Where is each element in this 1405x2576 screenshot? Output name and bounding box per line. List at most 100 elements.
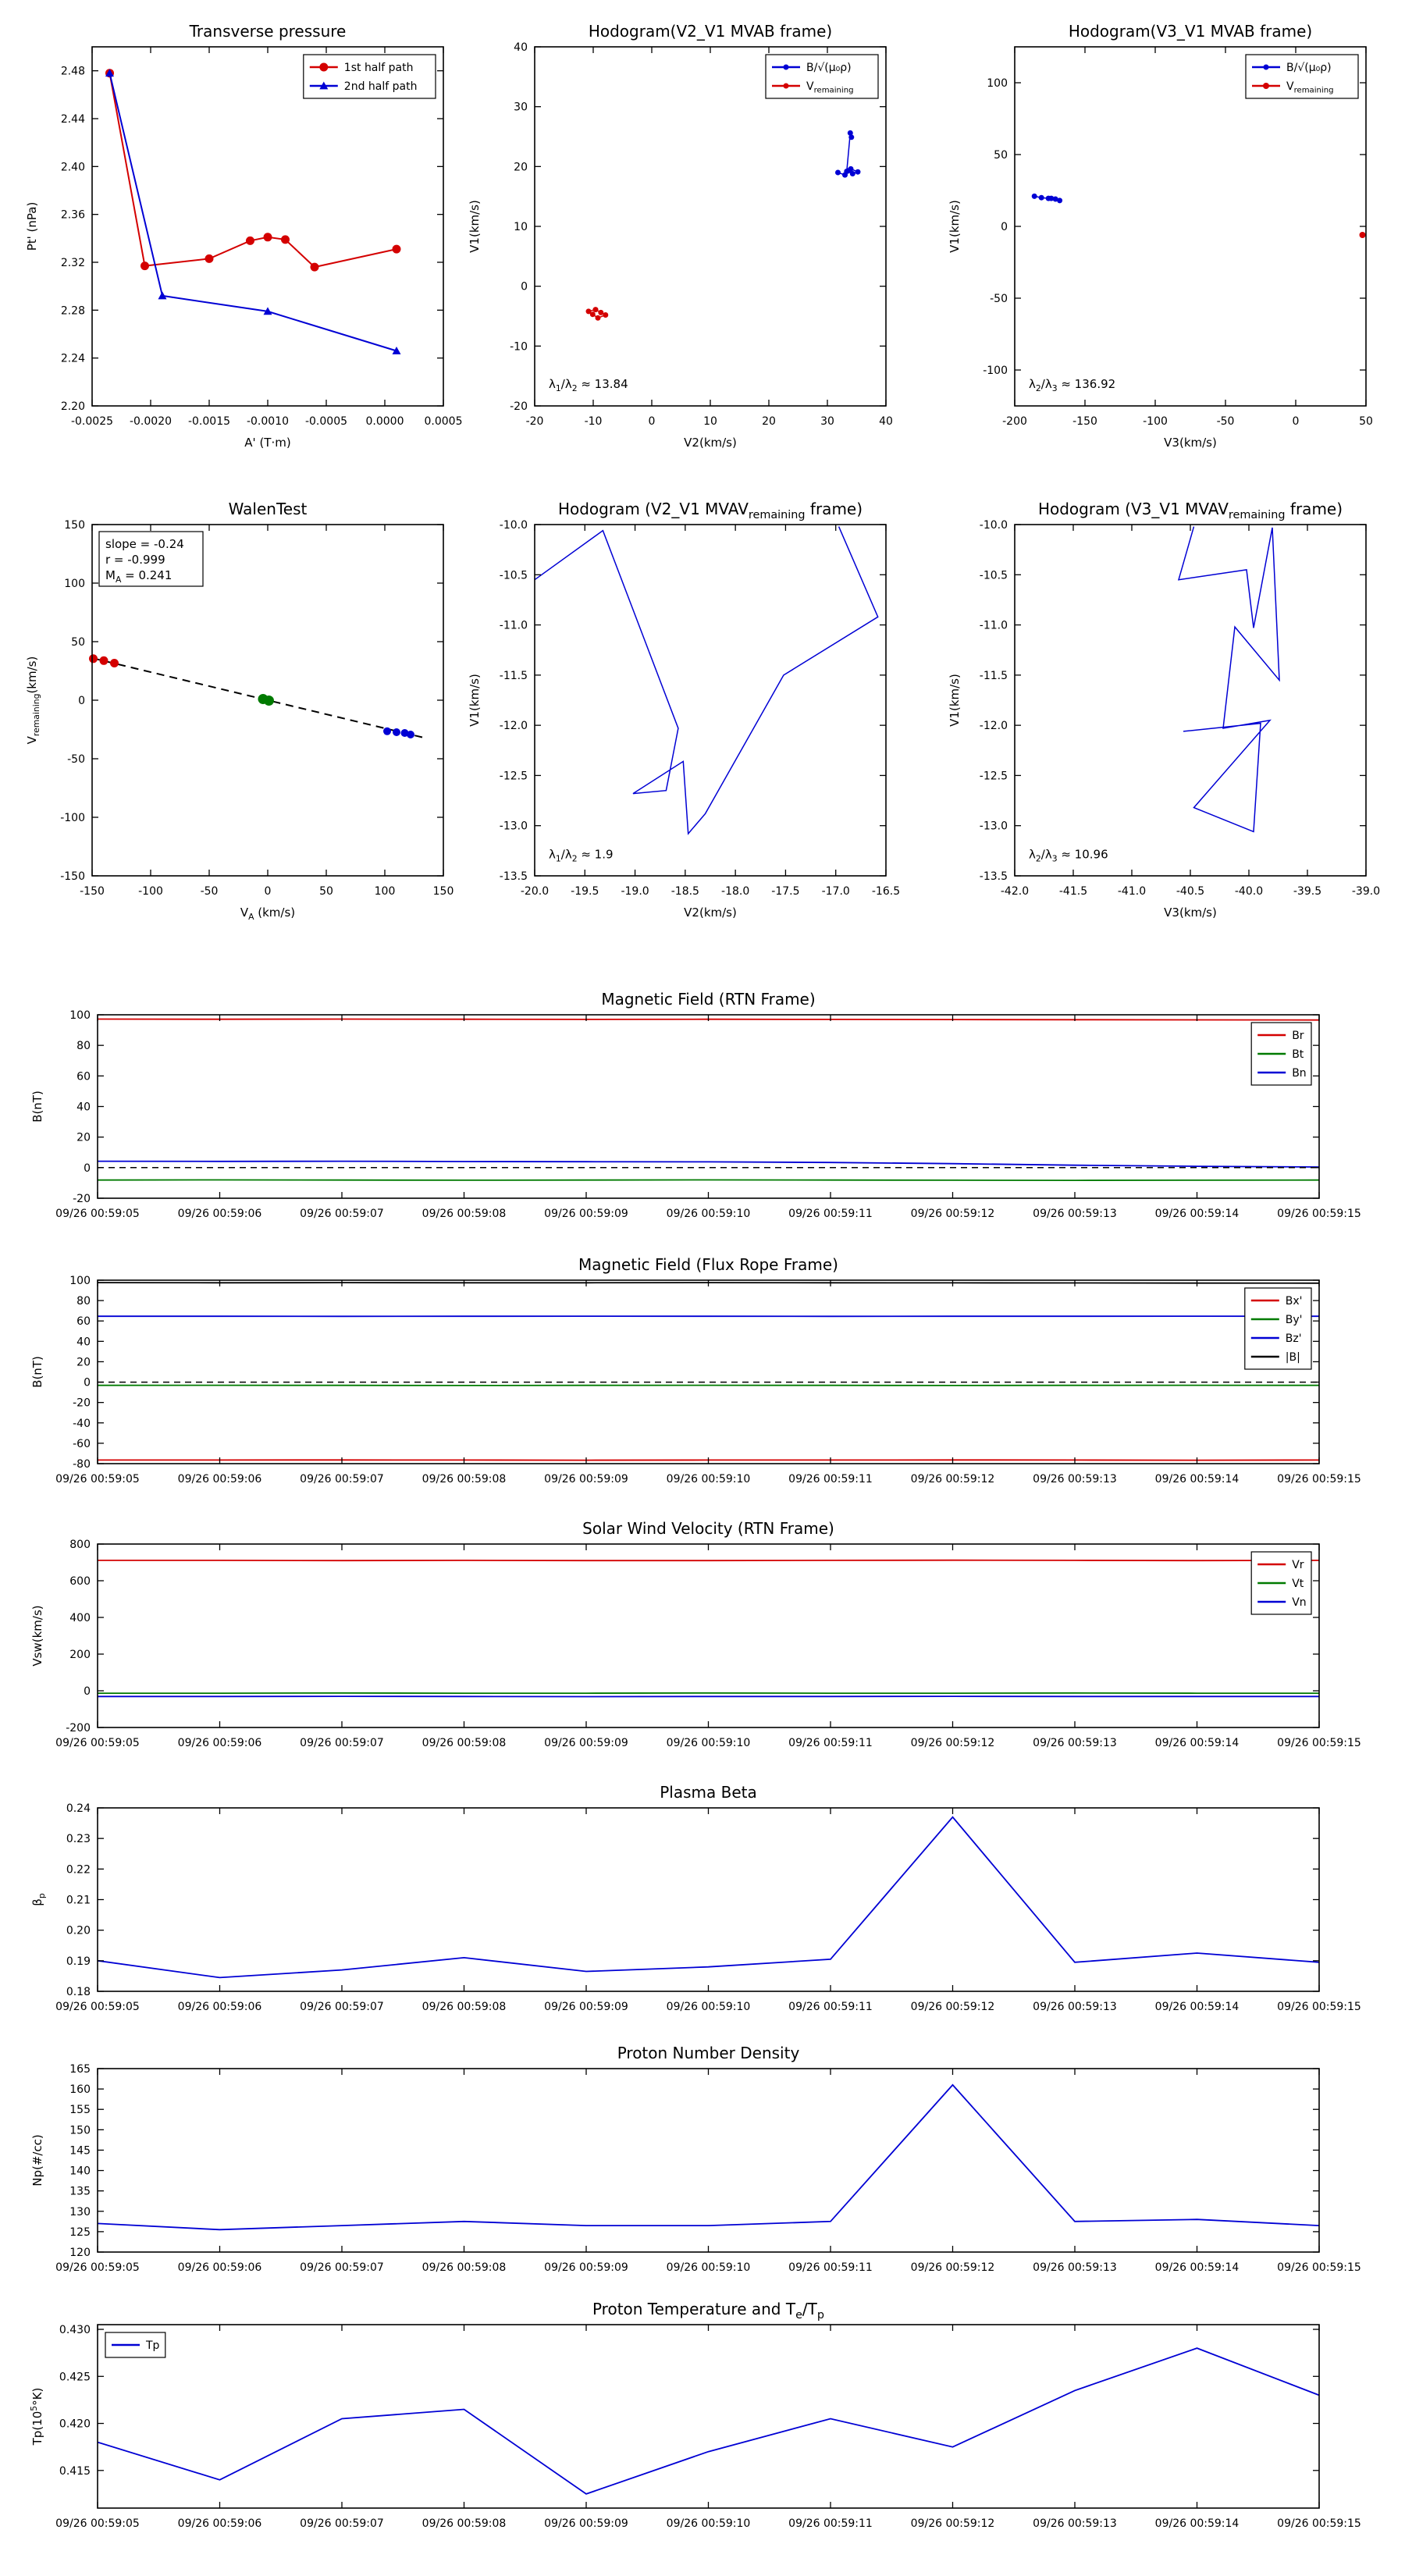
svg-text:-20: -20: [73, 1397, 91, 1410]
chart-hodogram-v2v1-mvab: -20 -10 0 10 20 30 40 -20 -10 0 10 20 30 40 Hodogram(V…: [468, 22, 893, 450]
svg-text:-100: -100: [983, 365, 1008, 377]
tick-labels: 09/26 00:59:05 09/26 00:59:06 09/26 00:59:…: [55, 2324, 1361, 2530]
svg-text:09/26 00:59:13: 09/26 00:59:13: [1033, 1473, 1117, 1485]
svg-text:09/26 00:59:06: 09/26 00:59:06: [178, 2001, 262, 2013]
svg-text:50: 50: [1359, 415, 1373, 428]
svg-text:0.19: 0.19: [66, 1955, 91, 1968]
legend-label: |B|: [1286, 1351, 1300, 1364]
chart-title: Magnetic Field (Flux Rope Frame): [578, 1255, 838, 1274]
svg-text:-20: -20: [73, 1193, 91, 1205]
svg-text:-150: -150: [60, 870, 85, 883]
svg-text:-42.0: -42.0: [1001, 885, 1029, 898]
plot-area: [1015, 525, 1366, 876]
svg-text:-0.0010: -0.0010: [247, 415, 289, 428]
ticks: [97, 1807, 1320, 1992]
series-group: [585, 130, 861, 321]
svg-text:09/26 00:59:06: 09/26 00:59:06: [178, 1473, 262, 1485]
svg-text:-100: -100: [1143, 415, 1168, 428]
legend-label: Vr: [1292, 1559, 1304, 1571]
svg-text:50: 50: [994, 149, 1008, 162]
chart-walen-test: -150 -100 -50 0 50 100 150 -150 -100 -50 0 50 100 150…: [25, 500, 454, 922]
svg-text:09/26 00:59:12: 09/26 00:59:12: [911, 2517, 995, 2530]
y-axis-label: V1(km/s): [468, 200, 482, 253]
svg-text:-12.0: -12.0: [980, 720, 1008, 732]
svg-text:10: 10: [514, 221, 528, 233]
svg-text:150: 150: [433, 885, 454, 898]
plot-area: [98, 1015, 1319, 1198]
svg-text:MA = 0.241: MA = 0.241: [105, 568, 172, 585]
legend-label: Vremaining: [806, 80, 854, 95]
annotation: λ2/λ3 ≈ 136.92: [1029, 377, 1115, 393]
series-B/√(μ₀ρ): [835, 130, 861, 178]
tick-labels: -0.0025 -0.0020 -0.0015 -0.0010 -0.0005 0.000…: [61, 66, 463, 428]
svg-text:0: 0: [1293, 415, 1300, 428]
svg-text:-11.0: -11.0: [980, 620, 1008, 632]
svg-text:-0.0020: -0.0020: [130, 415, 172, 428]
ticks: [1014, 47, 1367, 406]
svg-text:0.22: 0.22: [66, 1863, 91, 1876]
legend-label: Vn: [1292, 1596, 1306, 1609]
svg-text:-16.5: -16.5: [872, 885, 900, 898]
legend: Tp: [105, 2332, 166, 2358]
chart-title: Transverse pressure: [189, 22, 347, 41]
svg-text:-60: -60: [73, 1438, 91, 1450]
chart-solar-wind-velocity-rtn: 09/26 00:59:05 09/26 00:59:06 09/26 00:59:…: [30, 1519, 1361, 1749]
svg-text:155: 155: [69, 2104, 91, 2116]
svg-text:50: 50: [319, 885, 333, 898]
series-group: [1177, 526, 1280, 833]
series-aux-0: [91, 657, 426, 739]
legend-label: Vremaining: [1286, 80, 1334, 95]
svg-text:-150: -150: [80, 885, 105, 898]
svg-text:400: 400: [69, 1612, 91, 1624]
series-2nd half path: [105, 69, 401, 354]
legend-label: Bx': [1286, 1295, 1303, 1308]
svg-text:-150: -150: [1072, 415, 1097, 428]
series-Bn: [97, 1160, 1320, 1168]
svg-text:-10.5: -10.5: [500, 569, 528, 582]
svg-text:-40: -40: [73, 1418, 91, 1430]
svg-text:50: 50: [71, 636, 85, 649]
svg-text:800: 800: [69, 1539, 91, 1551]
svg-text:100: 100: [375, 885, 396, 898]
svg-text:09/26 00:59:05: 09/26 00:59:05: [55, 1473, 140, 1485]
svg-text:-13.0: -13.0: [500, 820, 528, 833]
svg-text:-18.5: -18.5: [671, 885, 699, 898]
svg-text:λ2/λ3 ≈ 10.96: λ2/λ3 ≈ 10.96: [1029, 848, 1108, 864]
svg-text:09/26 00:59:07: 09/26 00:59:07: [300, 1208, 384, 1220]
svg-text:09/26 00:59:14: 09/26 00:59:14: [1155, 2261, 1240, 2274]
svg-text:09/26 00:59:10: 09/26 00:59:10: [667, 2517, 751, 2530]
series-group: [89, 654, 426, 739]
ticks: [97, 2068, 1320, 2253]
series-group: [97, 2347, 1320, 2495]
y-axis-label: Np(#/cc): [30, 2134, 44, 2186]
plot-area: [98, 2325, 1319, 2508]
svg-text:40: 40: [76, 1336, 91, 1348]
svg-text:09/26 00:59:11: 09/26 00:59:11: [788, 1208, 873, 1220]
series-aux-2: [258, 694, 274, 706]
svg-text:slope = -0.24: slope = -0.24: [105, 537, 184, 551]
svg-text:-50: -50: [201, 885, 219, 898]
legend-label: Tp: [145, 2339, 160, 2352]
svg-text:-50: -50: [67, 753, 85, 766]
svg-text:-12.0: -12.0: [500, 720, 528, 732]
series-Vremaining: [1359, 232, 1366, 238]
svg-text:-0.0005: -0.0005: [305, 415, 347, 428]
svg-text:09/26 00:59:15: 09/26 00:59:15: [1277, 1737, 1361, 1749]
svg-text:100: 100: [987, 77, 1008, 90]
legend: B/√(μ₀ρ) Vremaining: [765, 54, 879, 99]
svg-text:-17.5: -17.5: [771, 885, 799, 898]
y-axis-label: V1(km/s): [468, 674, 482, 727]
svg-text:09/26 00:59:05: 09/26 00:59:05: [55, 1737, 140, 1749]
svg-text:20: 20: [76, 1132, 91, 1144]
tick-labels: 09/26 00:59:05 09/26 00:59:06 09/26 00:59:…: [55, 1539, 1361, 1749]
svg-text:λ1/λ2 ≈ 1.9: λ1/λ2 ≈ 1.9: [549, 848, 614, 864]
tick-labels: -42.0 -41.5 -41.0 -40.5 -40.0 -39.5 -39.0 -13.5…: [980, 519, 1380, 898]
svg-text:-39.5: -39.5: [1293, 885, 1321, 898]
svg-text:09/26 00:59:13: 09/26 00:59:13: [1033, 2261, 1117, 2274]
svg-text:09/26 00:59:08: 09/26 00:59:08: [422, 1737, 507, 1749]
tick-labels: 09/26 00:59:05 09/26 00:59:06 09/26 00:59:…: [55, 1275, 1361, 1485]
svg-text:-11.5: -11.5: [500, 670, 528, 682]
svg-text:-20: -20: [526, 415, 544, 428]
legend: B/√(μ₀ρ) Vremaining: [1245, 54, 1359, 99]
